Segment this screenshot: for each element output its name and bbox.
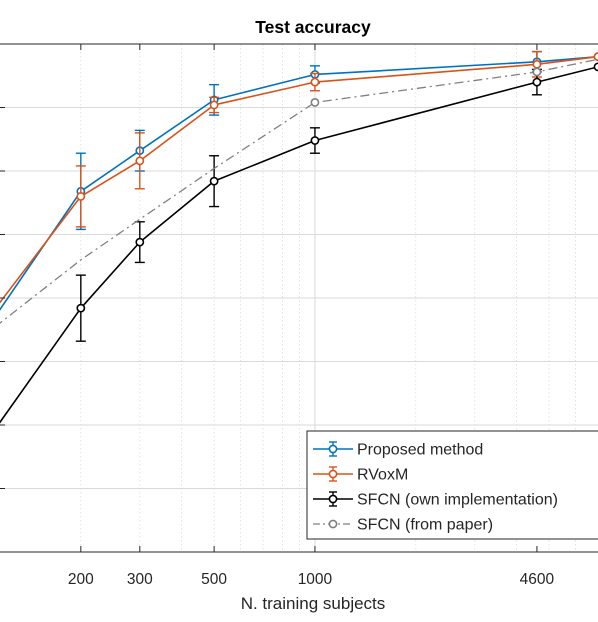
grid	[0, 43, 598, 553]
legend-entry-4: SFCN (from paper)	[313, 517, 493, 534]
plot-area	[0, 43, 598, 553]
data-point	[532, 77, 542, 87]
legend-label: SFCN (from paper)	[357, 517, 493, 534]
legend-entry-2: RVoxM	[313, 466, 408, 484]
data-point	[76, 191, 86, 201]
legend-entry-1: Proposed method	[313, 441, 483, 459]
legend-box	[306, 430, 598, 540]
x-tick-label: 4600	[520, 571, 555, 588]
x-tick-labels: 10020030050010004600	[68, 571, 555, 588]
data-point	[135, 237, 145, 247]
series-3	[0, 62, 598, 424]
series-group	[0, 50, 598, 424]
data-point	[209, 100, 219, 110]
legend-marker	[328, 469, 338, 479]
series-4	[0, 58, 598, 324]
series-2	[0, 50, 598, 304]
x-tick-label: 200	[68, 571, 94, 588]
data-point	[593, 62, 598, 72]
legend-marker	[328, 494, 338, 504]
data-point	[209, 176, 219, 186]
data-point	[310, 98, 320, 107]
chart-title: Test accuracy	[255, 17, 371, 37]
data-point	[593, 52, 598, 62]
x-tick-label: 300	[127, 571, 153, 588]
data-point	[135, 156, 145, 166]
axes	[0, 43, 598, 553]
data-point	[76, 303, 86, 313]
data-point	[532, 59, 542, 69]
x-axis-label: N. training subjects	[241, 594, 386, 613]
data-point	[310, 77, 320, 87]
legend-entry-3: SFCN (own implementation)	[313, 491, 558, 509]
data-point	[532, 67, 542, 77]
legend: Proposed method RVoxM SFCN (own implementa…	[306, 430, 598, 540]
legend-marker	[328, 444, 338, 454]
x-tick-label: 500	[201, 571, 227, 588]
legend-label: SFCN (own implementation)	[357, 492, 558, 509]
legend-marker	[328, 519, 338, 529]
legend-label: RVoxM	[357, 467, 408, 484]
x-tick-label: 1000	[298, 571, 333, 588]
data-point	[310, 136, 320, 145]
legend-label: Proposed method	[357, 442, 483, 459]
